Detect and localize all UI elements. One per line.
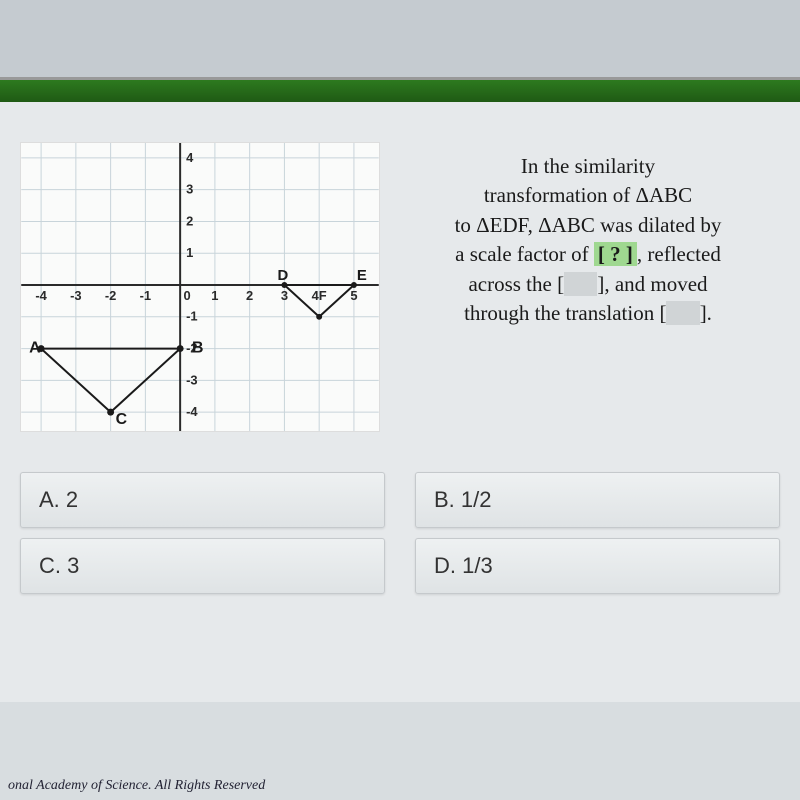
svg-text:2: 2: [246, 288, 253, 303]
green-divider-bar: [0, 80, 800, 102]
answers-grid: A. 2 B. 1/2 C. 3 D. 1/3: [20, 472, 780, 594]
svg-text:3: 3: [281, 288, 288, 303]
question-row: -4 -3 -2 -1 0 1 2 3 4F 5 4 3 2 1: [20, 142, 780, 432]
svg-text:-3: -3: [70, 288, 81, 303]
footer-copyright: onal Academy of Science. All Rights Rese…: [8, 778, 265, 794]
label-a: A: [29, 340, 41, 357]
q-line3: to ΔEDF, ΔABC was dilated by: [455, 213, 722, 237]
q-line2: transformation of ΔABC: [484, 183, 692, 207]
answer-c-button[interactable]: C. 3: [20, 538, 385, 594]
label-d: D: [277, 268, 288, 284]
svg-text:4F: 4F: [312, 288, 327, 303]
q-line1: In the similarity: [521, 154, 655, 178]
top-bar: [0, 0, 800, 80]
q-line4-post: , reflected: [637, 242, 721, 266]
svg-text:1: 1: [186, 245, 193, 260]
answer-a-button[interactable]: A. 2: [20, 472, 385, 528]
coordinate-graph: -4 -3 -2 -1 0 1 2 3 4F 5 4 3 2 1: [20, 142, 380, 432]
svg-text:2: 2: [186, 213, 193, 228]
blank-translation[interactable]: [666, 301, 699, 325]
svg-text:-2: -2: [105, 288, 116, 303]
q-line5-post: ], and moved: [597, 272, 707, 296]
content-area: -4 -3 -2 -1 0 1 2 3 4F 5 4 3 2 1: [0, 102, 800, 702]
svg-text:-3: -3: [186, 372, 197, 387]
blank-reflection[interactable]: [564, 272, 597, 296]
svg-text:-4: -4: [35, 288, 47, 303]
svg-text:-4: -4: [186, 404, 198, 419]
label-c: C: [116, 411, 128, 428]
q-line5-pre: across the [: [468, 272, 564, 296]
blank-scale-factor[interactable]: [ ? ]: [594, 242, 637, 266]
svg-text:-1: -1: [140, 288, 151, 303]
label-e: E: [357, 268, 367, 284]
q-line6-post: ].: [700, 301, 712, 325]
svg-text:0: 0: [183, 288, 190, 303]
svg-text:3: 3: [186, 182, 193, 197]
svg-text:5: 5: [350, 288, 357, 303]
svg-text:-1: -1: [186, 309, 197, 324]
q-line6-pre: through the translation [: [464, 301, 666, 325]
label-b: B: [192, 340, 203, 357]
svg-text:4: 4: [186, 150, 194, 165]
question-text: In the similarity transformation of ΔABC…: [400, 142, 780, 432]
q-line4-pre: a scale factor of: [455, 242, 594, 266]
answer-b-button[interactable]: B. 1/2: [415, 472, 780, 528]
answer-d-button[interactable]: D. 1/3: [415, 538, 780, 594]
svg-text:1: 1: [211, 288, 218, 303]
graph-svg: -4 -3 -2 -1 0 1 2 3 4F 5 4 3 2 1: [21, 143, 379, 431]
